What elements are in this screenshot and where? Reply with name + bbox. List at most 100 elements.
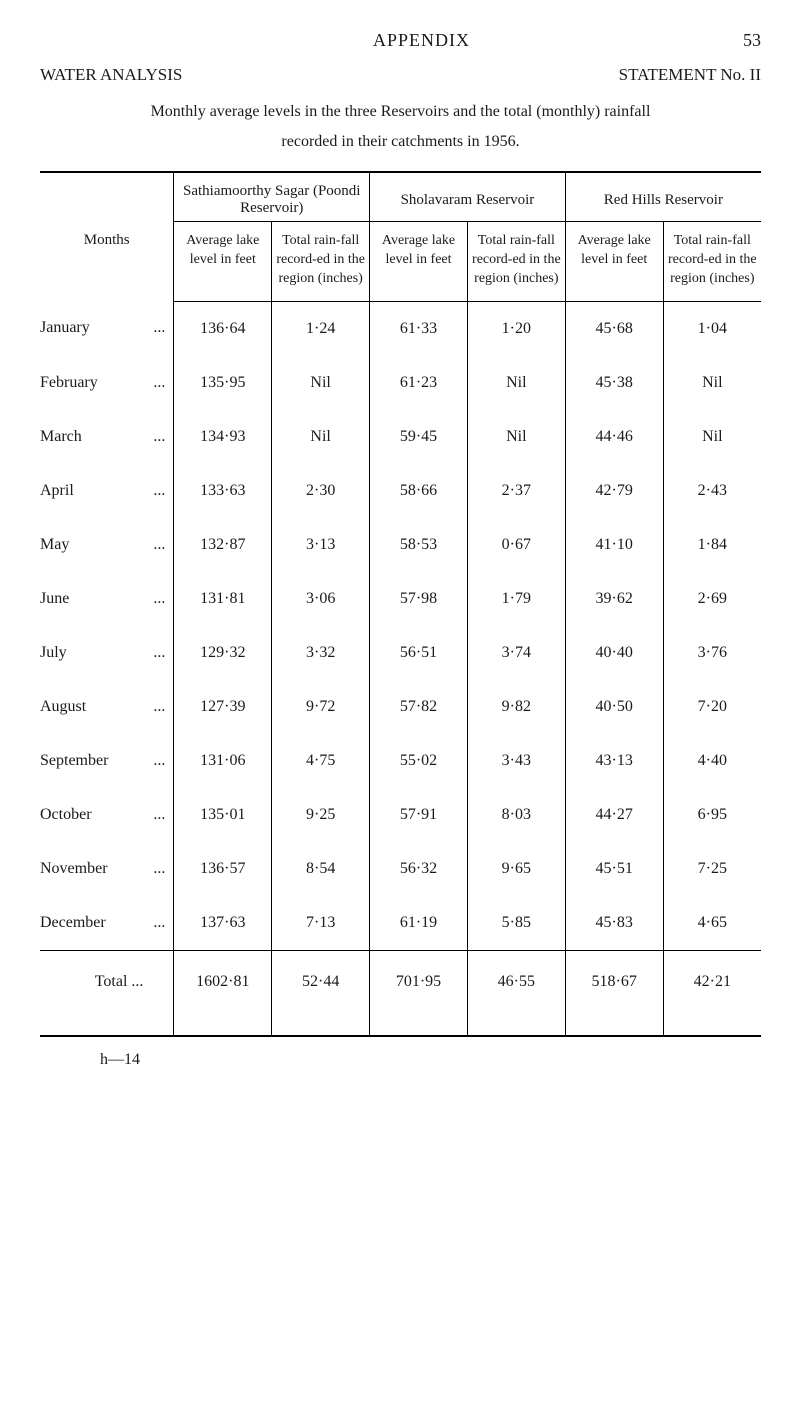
total-value-cell: 518·67 (565, 950, 663, 1036)
value-cell: 1·04 (663, 301, 761, 356)
value-cell: 7·13 (272, 896, 370, 951)
table-body: January...136·641·2461·331·2045·681·04 Fe… (40, 301, 761, 1036)
value-cell: 7·20 (663, 680, 761, 734)
value-cell: 2·43 (663, 464, 761, 518)
table-row: April...133·632·3058·662·3742·792·43 (40, 464, 761, 518)
value-cell: 61·33 (370, 301, 468, 356)
value-cell: 40·50 (565, 680, 663, 734)
table-row: August...127·399·7257·829·8240·507·20 (40, 680, 761, 734)
total-label-cell: Total ... (40, 950, 174, 1036)
value-cell: 45·38 (565, 356, 663, 410)
value-cell: 57·98 (370, 572, 468, 626)
page-number: 53 (743, 30, 761, 51)
table-row: December...137·637·1361·195·8545·834·65 (40, 896, 761, 951)
value-cell: 57·82 (370, 680, 468, 734)
months-header: Months (40, 172, 174, 301)
value-cell: 3·74 (467, 626, 565, 680)
value-cell: 56·32 (370, 842, 468, 896)
value-cell: 9·82 (467, 680, 565, 734)
month-cell: May... (40, 518, 174, 572)
value-cell: 132·87 (174, 518, 272, 572)
row-dots: ... (153, 644, 165, 662)
intro-line: Monthly average levels in the three Rese… (40, 103, 761, 121)
value-cell: Nil (467, 356, 565, 410)
row-dots: ... (153, 374, 165, 392)
value-cell: Nil (663, 356, 761, 410)
group-header-1: Sathiamoorthy Sagar (Poondi Reservoir) (174, 172, 370, 222)
month-cell: January... (40, 301, 174, 356)
value-cell: 137·63 (174, 896, 272, 951)
row-dots: ... (153, 698, 165, 716)
value-cell: 9·25 (272, 788, 370, 842)
value-cell: 42·79 (565, 464, 663, 518)
total-value-cell: 42·21 (663, 950, 761, 1036)
right-heading: STATEMENT No. II (619, 65, 761, 85)
value-cell: 58·53 (370, 518, 468, 572)
value-cell: 3·32 (272, 626, 370, 680)
total-value-cell: 46·55 (467, 950, 565, 1036)
value-cell: 4·75 (272, 734, 370, 788)
value-cell: 135·95 (174, 356, 272, 410)
month-cell: June... (40, 572, 174, 626)
total-value-cell: 1602·81 (174, 950, 272, 1036)
value-cell: 131·06 (174, 734, 272, 788)
value-cell: 45·83 (565, 896, 663, 951)
row-dots: ... (153, 319, 165, 337)
table-row: September...131·064·7555·023·4343·134·40 (40, 734, 761, 788)
value-cell: 2·69 (663, 572, 761, 626)
row-dots: ... (153, 590, 165, 608)
table-row: March...134·93Nil59·45Nil44·46Nil (40, 410, 761, 464)
value-cell: Nil (272, 356, 370, 410)
month-label: October (40, 806, 92, 823)
group-header-row: Months Sathiamoorthy Sagar (Poondi Reser… (40, 172, 761, 222)
sub-rain-2: Total rain-fall record-ed in the region … (467, 222, 565, 302)
total-value-cell: 52·44 (272, 950, 370, 1036)
row-dots: ... (153, 428, 165, 446)
value-cell: 136·64 (174, 301, 272, 356)
month-cell: September... (40, 734, 174, 788)
row-dots: ... (153, 914, 165, 932)
group-header-2: Sholavaram Reservoir (370, 172, 566, 222)
total-value-cell: 701·95 (370, 950, 468, 1036)
value-cell: 40·40 (565, 626, 663, 680)
row-dots: ... (153, 860, 165, 878)
table-row: January...136·641·2461·331·2045·681·04 (40, 301, 761, 356)
value-cell: 57·91 (370, 788, 468, 842)
second-header: WATER ANALYSIS STATEMENT No. II (40, 65, 761, 85)
row-dots: ... (153, 482, 165, 500)
value-cell: 45·68 (565, 301, 663, 356)
month-label: December (40, 914, 106, 931)
value-cell: 3·43 (467, 734, 565, 788)
value-cell: 41·10 (565, 518, 663, 572)
data-table: Months Sathiamoorthy Sagar (Poondi Reser… (40, 171, 761, 1037)
value-cell: 8·54 (272, 842, 370, 896)
value-cell: 4·40 (663, 734, 761, 788)
value-cell: 129·32 (174, 626, 272, 680)
month-cell: October... (40, 788, 174, 842)
value-cell: Nil (272, 410, 370, 464)
row-dots: ... (153, 806, 165, 824)
value-cell: 61·19 (370, 896, 468, 951)
row-dots: ... (153, 536, 165, 554)
value-cell: 133·63 (174, 464, 272, 518)
value-cell: 3·76 (663, 626, 761, 680)
month-cell: November... (40, 842, 174, 896)
row-dots: ... (153, 752, 165, 770)
value-cell: 44·46 (565, 410, 663, 464)
value-cell: 61·23 (370, 356, 468, 410)
month-label: February (40, 374, 98, 391)
value-cell: 1·24 (272, 301, 370, 356)
value-cell: 58·66 (370, 464, 468, 518)
sub-avg-2: Average lake level in feet (370, 222, 468, 302)
value-cell: 43·13 (565, 734, 663, 788)
month-cell: December... (40, 896, 174, 951)
value-cell: 127·39 (174, 680, 272, 734)
month-label: August (40, 698, 86, 715)
value-cell: 44·27 (565, 788, 663, 842)
value-cell: 3·13 (272, 518, 370, 572)
value-cell: 136·57 (174, 842, 272, 896)
month-label: June (40, 590, 69, 607)
value-cell: 2·30 (272, 464, 370, 518)
value-cell: 1·20 (467, 301, 565, 356)
value-cell: 7·25 (663, 842, 761, 896)
